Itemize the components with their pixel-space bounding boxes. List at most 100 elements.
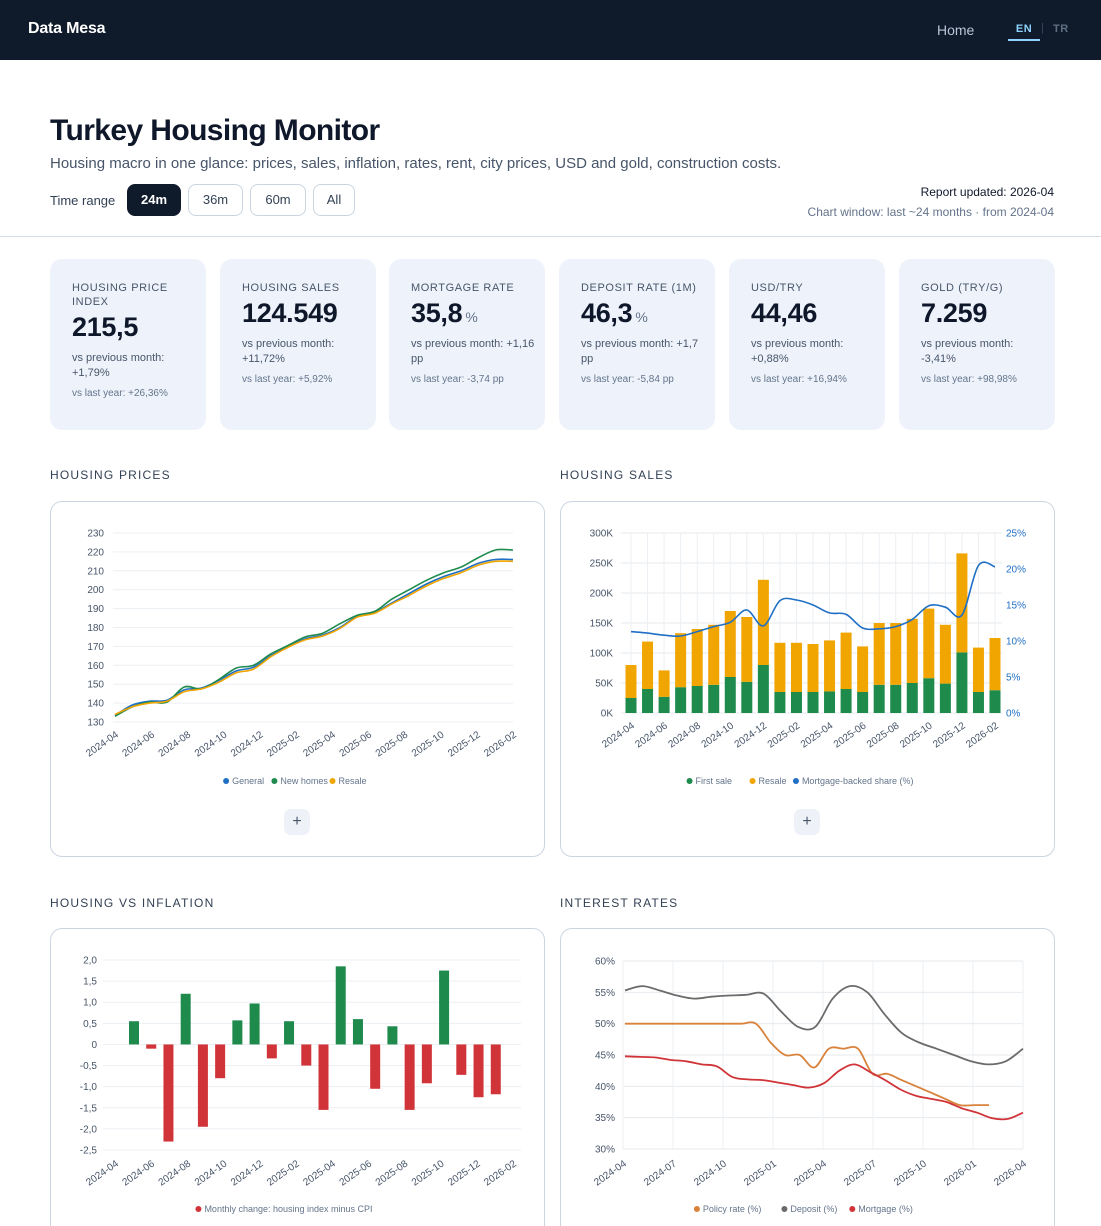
- legend-swatch: [849, 1206, 856, 1212]
- bar-first-sale: [890, 684, 902, 713]
- x-tick-label: 2024-10: [700, 720, 737, 750]
- bar-monthly-change: [421, 1044, 432, 1084]
- x-tick-label: 2024-10: [193, 1158, 230, 1188]
- kpi-value: 46,3%: [581, 298, 705, 329]
- bar-resale: [790, 642, 802, 692]
- chart-card-housing-vs-inflation: 2,0 1,5 1,0 0,5 0 -0,5 -1,0 -1,5 -2,0 -2,5 2024-04…: [50, 928, 545, 1226]
- x-tick-label: 2024-10: [193, 729, 230, 759]
- y2-tick-label: 15%: [1006, 601, 1026, 612]
- y-tick-label: 170: [87, 642, 104, 653]
- time-range-60m-button[interactable]: 60m: [250, 184, 306, 216]
- x-tick-label: 2024-04: [84, 729, 121, 759]
- legend-swatch: [686, 778, 693, 784]
- bar-monthly-change: [215, 1044, 226, 1079]
- bar-resale: [824, 640, 836, 692]
- x-tick-label: 2025-04: [301, 729, 338, 759]
- y-tick-label: 200: [87, 585, 104, 596]
- bar-resale: [857, 646, 869, 692]
- kpi-mom: vs previous month: +11,72%: [242, 338, 335, 365]
- x-tick-label: 2025-02: [265, 1158, 302, 1188]
- kpi-value-number: 46,3: [581, 298, 633, 328]
- bar-monthly-change: [232, 1020, 243, 1045]
- legend-swatch: [329, 778, 336, 784]
- legend-label: Resale: [339, 776, 367, 786]
- y-tick-label: 180: [87, 623, 104, 634]
- bar-first-sale: [675, 687, 687, 713]
- y-tick-label: 60%: [595, 957, 615, 968]
- x-tick-label: 2026-02: [964, 720, 1001, 750]
- bar-first-sale: [724, 677, 736, 713]
- y2-tick-label: 10%: [1006, 637, 1026, 648]
- y-tick-label: 150: [87, 680, 104, 691]
- bar-monthly-change: [318, 1044, 329, 1110]
- bar-first-sale: [873, 684, 885, 713]
- x-tick-label: 2025-07: [842, 1158, 879, 1188]
- page-subtitle: Housing macro in one glance: prices, sal…: [50, 155, 782, 172]
- kpi-unit: %: [635, 309, 648, 325]
- legend-label: Mortgage-backed share (%): [802, 776, 914, 786]
- kpi-label: HOUSING SALES: [242, 282, 340, 294]
- x-tick-label: 2026-01: [942, 1158, 979, 1188]
- x-tick-label: 2024-04: [600, 720, 637, 750]
- y-tick-label: 190: [87, 604, 104, 615]
- header-divider: [0, 236, 1101, 237]
- legend-swatch: [792, 778, 799, 784]
- bar-monthly-change: [249, 1003, 260, 1045]
- kpi-yoy: vs last year: +98,98%: [921, 374, 1017, 385]
- y-tick-label: 100K: [590, 649, 614, 660]
- bar-resale: [708, 624, 720, 685]
- bar-first-sale: [757, 665, 769, 713]
- series-line-deposit-: [624, 984, 1024, 1066]
- bar-monthly-change: [301, 1044, 312, 1066]
- lang-tr-toggle[interactable]: TR: [1053, 23, 1069, 35]
- bar-monthly-change: [370, 1044, 381, 1089]
- x-tick-label: 2025-02: [265, 729, 302, 759]
- expand-plus-button[interactable]: +: [284, 809, 310, 835]
- y-tick-label: 0K: [601, 709, 614, 720]
- y-tick-label: 45%: [595, 1051, 615, 1062]
- kpi-yoy: vs last year: -5,84 pp: [581, 374, 674, 385]
- bar-monthly-change: [456, 1044, 467, 1075]
- y-tick-label: 130: [87, 718, 104, 729]
- series-line-policy-rate-: [625, 1021, 989, 1107]
- legend-label: Deposit (%): [790, 1204, 837, 1214]
- legend-swatch: [749, 778, 756, 784]
- x-tick-label: 2025-01: [742, 1158, 779, 1188]
- chart-card-interest-rates: 30% 35% 40% 45% 50% 55% 60% 2024-04 2024-07 2024-…: [560, 928, 1055, 1226]
- bar-resale: [840, 632, 852, 689]
- y2-tick-label: 25%: [1006, 529, 1026, 540]
- bar-monthly-change: [180, 993, 191, 1045]
- bar-resale: [774, 642, 786, 692]
- kpi-unit: %: [465, 309, 478, 325]
- bar-first-sale: [691, 686, 703, 713]
- kpi-value: 215,5: [72, 312, 196, 343]
- lang-en-toggle[interactable]: EN: [1008, 23, 1040, 41]
- kpi-value: 44,46: [751, 298, 875, 329]
- brand-logo[interactable]: Data Mesa: [28, 20, 106, 37]
- y-tick-label: 160: [87, 661, 104, 672]
- bar-first-sale: [824, 691, 836, 713]
- x-tick-label: 2024-06: [633, 720, 670, 750]
- bar-resale: [956, 553, 968, 653]
- expand-plus-button[interactable]: +: [794, 809, 820, 835]
- bar-monthly-change: [335, 966, 346, 1045]
- kpi-yoy: vs last year: +26,36%: [72, 388, 168, 399]
- time-range-24m-button[interactable]: 24m: [127, 184, 181, 216]
- bar-resale: [923, 608, 935, 679]
- bar-monthly-change: [197, 1044, 208, 1127]
- section-title-housing-sales: HOUSING SALES: [560, 468, 674, 482]
- bar-monthly-change: [266, 1044, 277, 1059]
- top-navbar: Data Mesa Home EN | TR: [0, 0, 1101, 60]
- nav-home-link[interactable]: Home: [937, 22, 975, 38]
- time-range-all-button[interactable]: All: [313, 184, 355, 216]
- bar-resale: [741, 617, 753, 682]
- legend-label: New homes: [280, 776, 328, 786]
- x-tick-label: 2025-12: [931, 720, 968, 750]
- x-tick-label: 2024-08: [667, 720, 704, 750]
- kpi-value-number: 35,8: [411, 298, 463, 328]
- kpi-value-number: 7.259: [921, 298, 988, 328]
- y-tick-label: 210: [87, 566, 104, 577]
- kpi-card-gold: GOLD (TRY/G) 7.259 vs previous month: -3…: [899, 259, 1055, 430]
- time-range-36m-button[interactable]: 36m: [188, 184, 243, 216]
- x-tick-label: 2025-08: [374, 729, 411, 759]
